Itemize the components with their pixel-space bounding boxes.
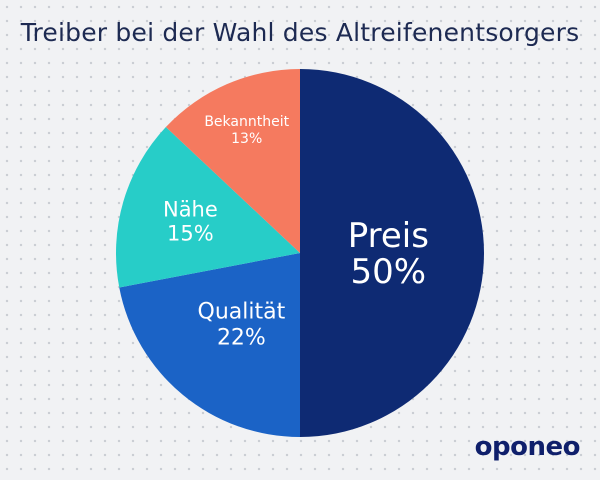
slice-label-qualitat: Qualität <box>198 300 286 325</box>
chart-title: Treiber bei der Wahl des Altreifenentsor… <box>20 18 580 47</box>
slice-label-preis: Preis <box>348 216 429 256</box>
slice-value-bekanntheit: 13% <box>231 131 262 147</box>
slice-label-bekanntheit: Bekanntheit <box>204 114 289 130</box>
pie-slice-nahe <box>115 127 301 288</box>
slice-label-nahe: Nähe <box>163 198 218 222</box>
pie-slice-preis <box>300 69 484 437</box>
slice-value-qualitat: 22% <box>217 326 266 351</box>
pie-slice-qualitat <box>119 253 300 437</box>
pie-slice-bekanntheit <box>165 69 300 253</box>
oponeo-logo: oponeo <box>474 432 581 462</box>
slice-value-nahe: 15% <box>167 222 214 246</box>
slice-value-preis: 50% <box>351 252 427 292</box>
